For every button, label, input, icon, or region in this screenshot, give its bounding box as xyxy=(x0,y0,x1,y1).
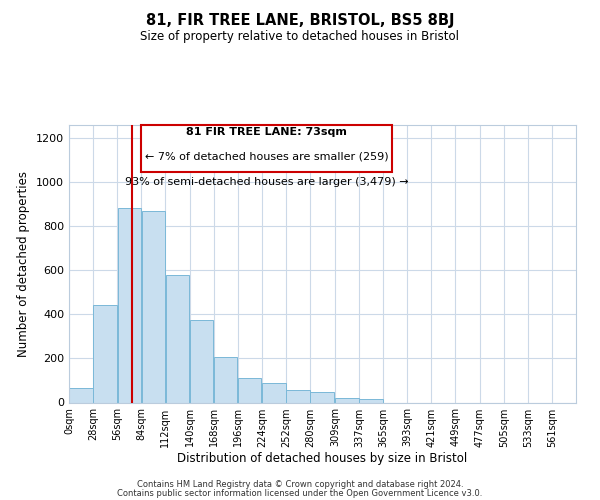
Bar xyxy=(166,275,189,402)
Text: Contains HM Land Registry data © Crown copyright and database right 2024.: Contains HM Land Registry data © Crown c… xyxy=(137,480,463,489)
Text: ← 7% of detached houses are smaller (259): ← 7% of detached houses are smaller (259… xyxy=(145,152,388,162)
Bar xyxy=(359,399,383,402)
Bar xyxy=(262,382,286,402)
Text: Size of property relative to detached houses in Bristol: Size of property relative to detached ho… xyxy=(140,30,460,43)
Bar xyxy=(190,320,213,402)
Bar xyxy=(238,378,262,402)
Bar xyxy=(286,390,310,402)
Bar xyxy=(310,392,334,402)
Bar xyxy=(70,388,93,402)
Text: Contains public sector information licensed under the Open Government Licence v3: Contains public sector information licen… xyxy=(118,489,482,498)
Text: 81 FIR TREE LANE: 73sqm: 81 FIR TREE LANE: 73sqm xyxy=(186,127,347,137)
Bar xyxy=(335,398,359,402)
Bar xyxy=(94,305,117,402)
Bar xyxy=(214,358,238,403)
Bar xyxy=(118,208,141,402)
X-axis label: Distribution of detached houses by size in Bristol: Distribution of detached houses by size … xyxy=(178,452,467,466)
Bar xyxy=(142,212,165,402)
FancyBboxPatch shape xyxy=(142,126,392,172)
Text: 93% of semi-detached houses are larger (3,479) →: 93% of semi-detached houses are larger (… xyxy=(125,177,409,187)
Text: 81, FIR TREE LANE, BRISTOL, BS5 8BJ: 81, FIR TREE LANE, BRISTOL, BS5 8BJ xyxy=(146,12,454,28)
Y-axis label: Number of detached properties: Number of detached properties xyxy=(17,171,31,357)
